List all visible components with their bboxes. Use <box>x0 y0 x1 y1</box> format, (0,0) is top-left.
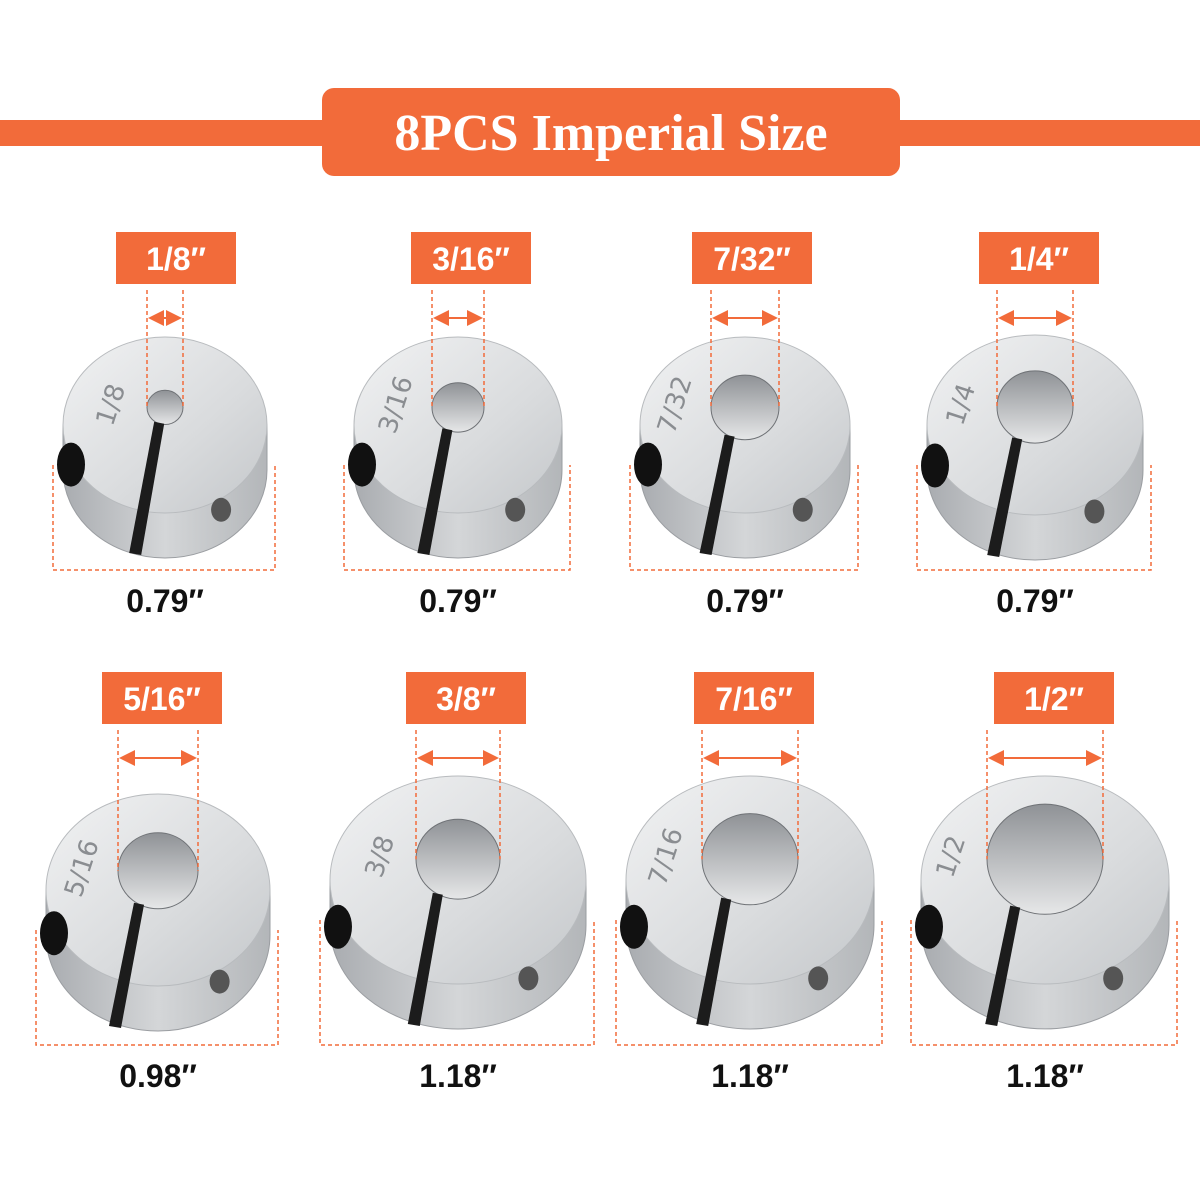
diameter-label: 0.79″ <box>126 583 204 619</box>
bore-label: 1/4″ <box>1009 241 1069 277</box>
diameter-label: 0.79″ <box>996 583 1074 619</box>
collar-screw <box>324 904 352 949</box>
collar-thread <box>505 497 526 522</box>
collar-screw <box>915 904 943 949</box>
diameter-guide <box>35 930 279 1046</box>
collar-item: 7/327/32″0.79″ <box>629 232 859 619</box>
collar-bore <box>415 818 501 900</box>
collar-screw <box>921 443 949 488</box>
diameter-guide <box>319 920 595 1046</box>
collar-bore <box>146 389 184 425</box>
collar-thread <box>808 966 829 991</box>
collar-slit <box>987 437 1023 557</box>
collar-thread <box>1084 499 1105 524</box>
collar-item: 1/21/2″1.18″ <box>910 672 1178 1094</box>
collar-thread <box>1103 966 1124 991</box>
collar-bore <box>431 382 485 433</box>
collar-bore <box>117 832 199 910</box>
collar-bore <box>701 813 799 906</box>
title: 8PCS Imperial Size <box>394 105 827 162</box>
collar-item: 7/167/16″1.18″ <box>615 672 883 1094</box>
collar-slit <box>699 434 735 555</box>
bore-label: 7/32″ <box>713 241 791 277</box>
diameter-guide <box>629 465 859 571</box>
diameter-guide <box>343 465 571 571</box>
bore-label-box <box>411 232 531 284</box>
collar-screw <box>620 904 648 949</box>
collar-thread <box>209 969 230 994</box>
bore-label-box <box>116 232 236 284</box>
collar-slit <box>696 897 732 1026</box>
bore-label-box <box>692 232 812 284</box>
bore-label: 3/16″ <box>432 241 510 277</box>
bore-label-box <box>994 672 1114 724</box>
collar-slit <box>129 421 165 555</box>
bore-label-box <box>694 672 814 724</box>
bore-label: 1/8″ <box>146 241 206 277</box>
bore-label-box <box>406 672 526 724</box>
collar-slit <box>985 905 1021 1026</box>
diameter-label: 0.79″ <box>419 583 497 619</box>
collar-slit <box>109 902 144 1028</box>
collar-thread <box>518 966 539 991</box>
collar-bore <box>996 370 1074 444</box>
diameter-guide <box>916 465 1152 571</box>
collar-screw <box>40 911 68 956</box>
diameter-label: 0.98″ <box>119 1058 197 1094</box>
collar-slit <box>407 892 443 1026</box>
bore-label: 3/8″ <box>436 681 496 717</box>
diameter-guide <box>52 465 276 571</box>
bore-label: 5/16″ <box>123 681 201 717</box>
diameter-label: 0.79″ <box>706 583 784 619</box>
collar-bore <box>710 374 780 441</box>
collar-thread <box>211 497 232 522</box>
collar-item: 3/163/16″0.79″ <box>343 232 571 619</box>
bore-label-box <box>102 672 222 724</box>
collar-item: 5/165/16″0.98″ <box>35 672 279 1094</box>
collar-screw <box>348 442 376 487</box>
bore-label: 7/16″ <box>715 681 793 717</box>
title-banner <box>322 88 900 176</box>
bore-label-box <box>979 232 1099 284</box>
diameter-label: 1.18″ <box>711 1058 789 1094</box>
collar-thread <box>792 497 813 522</box>
collar-screw <box>634 442 662 487</box>
collar-item: 3/83/8″1.18″ <box>319 672 595 1094</box>
collar-screw <box>57 442 85 487</box>
diameter-label: 1.18″ <box>419 1058 497 1094</box>
collar-slit <box>417 428 453 555</box>
diameter-label: 1.18″ <box>1006 1058 1084 1094</box>
collar-bore <box>986 803 1104 915</box>
bore-label: 1/2″ <box>1024 681 1084 717</box>
collar-item: 1/81/8″0.79″ <box>52 232 276 619</box>
collar-item: 1/41/4″0.79″ <box>916 232 1152 619</box>
